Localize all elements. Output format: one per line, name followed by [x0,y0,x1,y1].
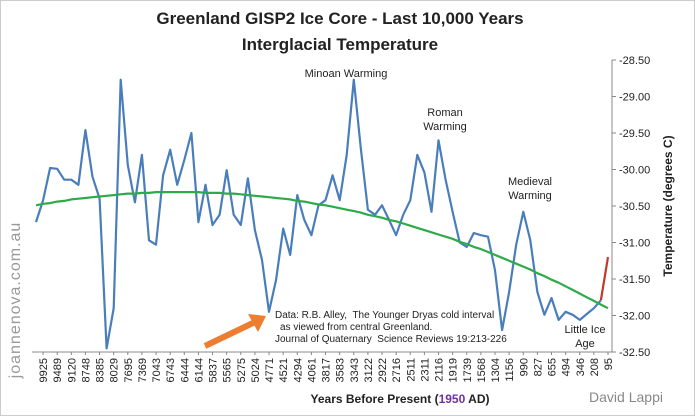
x-tick-label: 5275 [236,358,248,382]
x-tick-label: 95 [603,358,615,370]
x-tick-label: 9489 [52,358,64,382]
x-tick-label: 2716 [391,358,403,382]
annotation: Age [575,338,595,350]
y-tick-label: -31.50 [619,274,650,286]
y-tick-label: -30.50 [619,201,650,213]
y-tick-label: -31.00 [619,238,650,250]
x-tick-label: 8029 [109,358,121,382]
x-tick-label: 4771 [264,358,276,382]
watermark: joannenova.com.au [7,222,24,380]
x-tick-label: 3583 [335,358,347,382]
x-tick-label: 7043 [151,358,163,382]
x-tick-label: 5024 [250,358,262,382]
x-tick-label: 2311 [419,358,431,382]
x-tick-label: 2511 [405,358,417,382]
x-tick-label: 1919 [448,358,460,382]
x-tick-label: 494 [561,358,573,376]
x-tick-label: 3122 [363,358,375,382]
y-tick-label: -28.50 [619,55,650,67]
x-tick-label: 7695 [123,358,135,382]
x-tick-label: 1739 [462,358,474,382]
x-tick-label: 4521 [278,358,290,382]
y-tick-label: -30.00 [619,165,650,177]
y-tick-label: -32.00 [619,311,650,323]
x-tick-label: 2116 [434,358,446,382]
x-tick-label: 827 [532,358,544,376]
x-tick-label: 9925 [38,358,50,382]
annotation: Minoan Warming [305,68,388,80]
x-tick-label: 8748 [80,358,92,382]
x-tick-label: 5565 [222,358,234,382]
credit: David Lappi [589,389,663,405]
x-axis-title: Years Before Present (1950 AD) [311,392,490,406]
x-tick-label: 4061 [306,358,318,382]
annotation: Warming [423,121,467,133]
x-tick-label: 6743 [165,358,177,382]
x-tick-label: 2922 [377,358,389,382]
chart-title: Greenland GISP2 Ice Core - Last 10,000 Y… [156,9,523,28]
x-tick-label: 8385 [95,358,107,382]
x-tick-label: 346 [575,358,587,376]
arrow-head [248,314,266,332]
source-note: as viewed from central Greenland. [280,322,432,333]
x-axis-title-year: 1950 [439,392,466,406]
x-tick-label: 4294 [292,358,304,382]
x-tick-label: 208 [589,358,601,376]
x-tick-label: 990 [518,358,530,376]
x-tick-label: 7369 [137,358,149,382]
series-line [599,256,610,301]
x-tick-label: 6144 [193,358,205,382]
x-tick-label: 5837 [208,358,220,382]
x-tick-label: 3817 [321,358,333,382]
x-tick-label: 9120 [66,358,78,382]
y-axis-title: Temperature (degrees C) [661,135,675,276]
x-tick-label: 1304 [490,358,502,382]
chart-subtitle: Interglacial Temperature [242,35,438,54]
source-note: Journal of Quaternary Science Reviews 19… [275,334,507,345]
source-note: Data: R.B. Alley, The Younger Dryas cold… [275,310,494,321]
annotation: Warming [508,190,552,202]
x-tick-label: 1568 [476,358,488,382]
x-tick-label: 3343 [349,358,361,382]
series-line [35,191,609,310]
arrow [203,319,257,349]
y-tick-label: -29.00 [619,92,650,104]
x-tick-label: 1156 [504,358,516,382]
x-axis-title-part: AD) [465,392,489,406]
x-tick-label: 655 [547,358,559,376]
y-tick-label: -29.50 [619,128,650,140]
y-tick-label: -32.50 [619,347,650,359]
annotation: Medieval [508,176,552,188]
x-axis-title-part: Years Before Present ( [311,392,439,406]
annotation: Roman [427,107,462,119]
annotation: Little Ice [565,324,606,336]
x-tick-label: 6444 [179,358,191,382]
